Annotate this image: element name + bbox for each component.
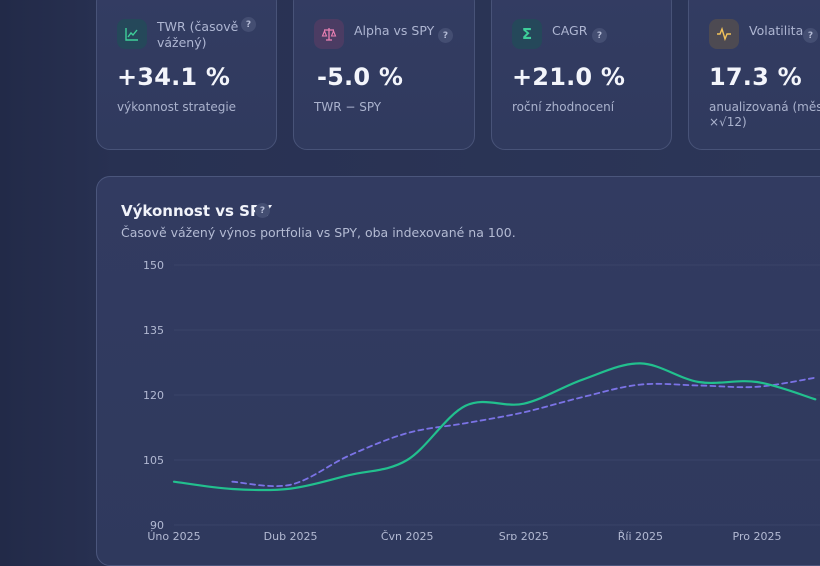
sigma-icon: Σ	[512, 19, 542, 49]
line-chart-icon	[117, 19, 147, 49]
cagr-card: Σ CAGR ? +21.0 % roční zhodnocení	[491, 0, 672, 150]
x-tick-label: Srp 2025	[499, 530, 549, 540]
card-title: Volatilita	[749, 23, 804, 38]
card-value: +34.1 %	[117, 63, 231, 91]
x-tick-label: Čvn 2025	[381, 530, 434, 540]
card-title: CAGR	[552, 23, 588, 38]
card-subtitle: TWR − SPY	[314, 100, 382, 114]
card-value: +21.0 %	[512, 63, 626, 91]
help-icon[interactable]: ?	[592, 28, 607, 43]
performance-panel: Výkonnost vs SPY ? Časově vážený výnos p…	[96, 176, 820, 566]
x-tick-label: Dub 2025	[264, 530, 318, 540]
y-tick-label: 105	[143, 454, 164, 467]
x-tick-label: Pro 2025	[733, 530, 782, 540]
portfolio-series-line	[172, 362, 817, 492]
pulse-icon	[709, 19, 739, 49]
y-tick-label: 135	[143, 324, 164, 337]
volatility-card: Volatilita ? 17.3 % anualizovaná (měsí ×…	[688, 0, 820, 150]
card-title: Alpha vs SPY	[354, 23, 435, 38]
card-title: TWR (časově vážený)	[157, 19, 239, 50]
y-tick-label: 120	[143, 389, 164, 402]
performance-chart: 90 105 120 135 150 Úno 2025 Dub 2025 Čvn 2025 Sr…	[143, 259, 820, 540]
help-icon[interactable]: ?	[255, 203, 270, 218]
card-subtitle: roční zhodnocení	[512, 100, 615, 114]
scale-icon	[314, 19, 344, 49]
help-icon[interactable]: ?	[241, 17, 256, 32]
help-icon[interactable]: ?	[438, 28, 453, 43]
card-value: -5.0 %	[317, 63, 404, 91]
help-icon[interactable]: ?	[803, 28, 818, 43]
panel-title: Výkonnost vs SPY	[121, 202, 272, 220]
x-tick-label: Úno 2025	[147, 530, 200, 540]
y-tick-label: 150	[143, 259, 164, 272]
alpha-card: Alpha vs SPY ? -5.0 % TWR − SPY	[293, 0, 475, 150]
spy-series-line	[231, 376, 817, 488]
twr-card: TWR (časově vážený) ? +34.1 % výkonnost …	[96, 0, 277, 150]
panel-subtitle: Časově vážený výnos portfolia vs SPY, ob…	[121, 225, 516, 240]
y-tick-label: 90	[150, 519, 164, 532]
x-tick-label: Říj 2025	[618, 530, 663, 540]
card-subtitle: výkonnost strategie	[117, 100, 237, 114]
card-value: 17.3 %	[709, 63, 802, 91]
card-subtitle: anualizovaná (měsí ×√12)	[709, 100, 820, 129]
